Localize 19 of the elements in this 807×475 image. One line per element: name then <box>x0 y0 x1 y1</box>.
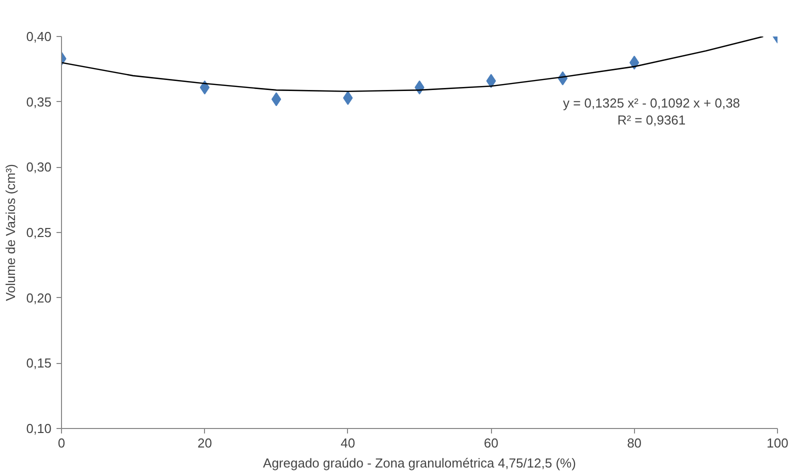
y-tick-label: 0,40 <box>26 29 52 44</box>
x-axis-title: Agregado graúdo - Zona granulométrica 4,75/12,5 (%) <box>263 456 576 470</box>
x-tick-label: 80 <box>627 436 642 450</box>
y-tick-label: 0,15 <box>26 356 52 371</box>
y-tick-label: 0,25 <box>26 225 52 240</box>
y-tick-label: 0,20 <box>26 290 52 306</box>
y-tick-label: 0,35 <box>26 94 52 110</box>
y-tick-label: 0,30 <box>26 160 52 175</box>
x-tick-label: 20 <box>197 436 212 450</box>
annotation: R² = 0,9361 <box>617 112 686 128</box>
y-tick-label: 0,10 <box>26 421 52 436</box>
y-axis-title: Volume de Vazios (cm³) <box>3 164 18 302</box>
x-tick-label: 40 <box>340 436 356 450</box>
x-tick-label: 100 <box>766 436 788 450</box>
point <box>200 80 210 94</box>
x-tick-label: 0 <box>58 436 66 450</box>
annotation: y = 0,1325 x² - 0,1092 x + 0,38 <box>562 96 740 110</box>
x-tick-label: 60 <box>484 436 498 450</box>
point <box>271 92 282 106</box>
